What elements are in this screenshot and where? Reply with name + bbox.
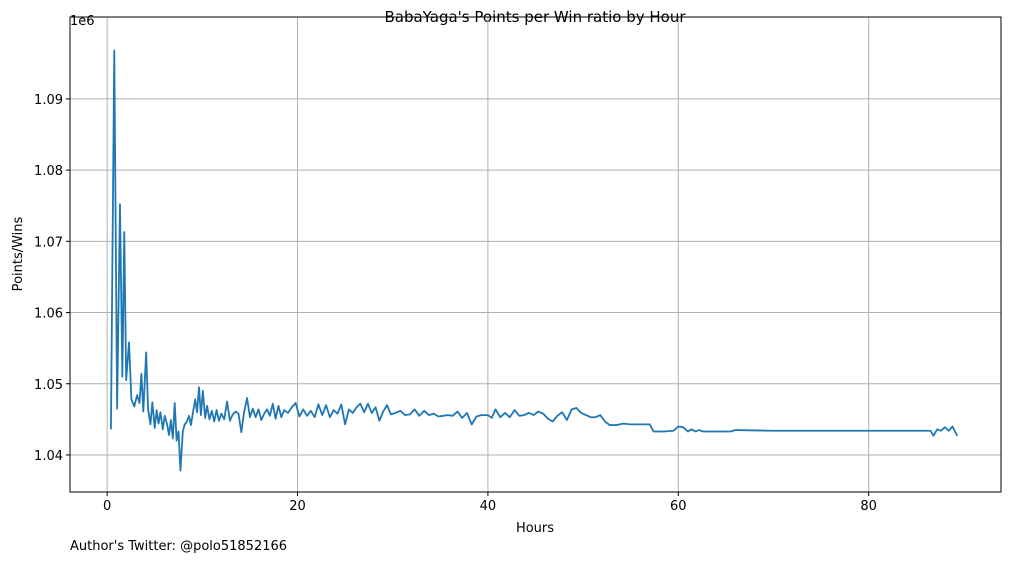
y-tick-label: 1.08 [34,164,63,179]
footnote: Author's Twitter: @polo51852166 [70,539,287,554]
x-tick-label: 40 [480,499,497,514]
y-tick-label: 1.04 [34,449,63,464]
data-line [110,49,959,472]
x-tick-label: 60 [670,499,687,514]
x-axis-label: Hours [516,521,554,536]
y-offset-label: 1e6 [70,14,95,29]
y-tick-label: 1.09 [34,93,63,108]
y-tick-label: 1.06 [34,307,63,322]
x-tick-label: 20 [289,499,306,514]
plot-frame [69,16,1002,493]
x-tick-label: 80 [860,499,877,514]
y-axis-label: Points/Wins [11,216,26,291]
x-tick-label: 0 [103,499,111,514]
y-tick-label: 1.05 [34,378,63,393]
y-tick-label: 1.07 [34,235,63,250]
